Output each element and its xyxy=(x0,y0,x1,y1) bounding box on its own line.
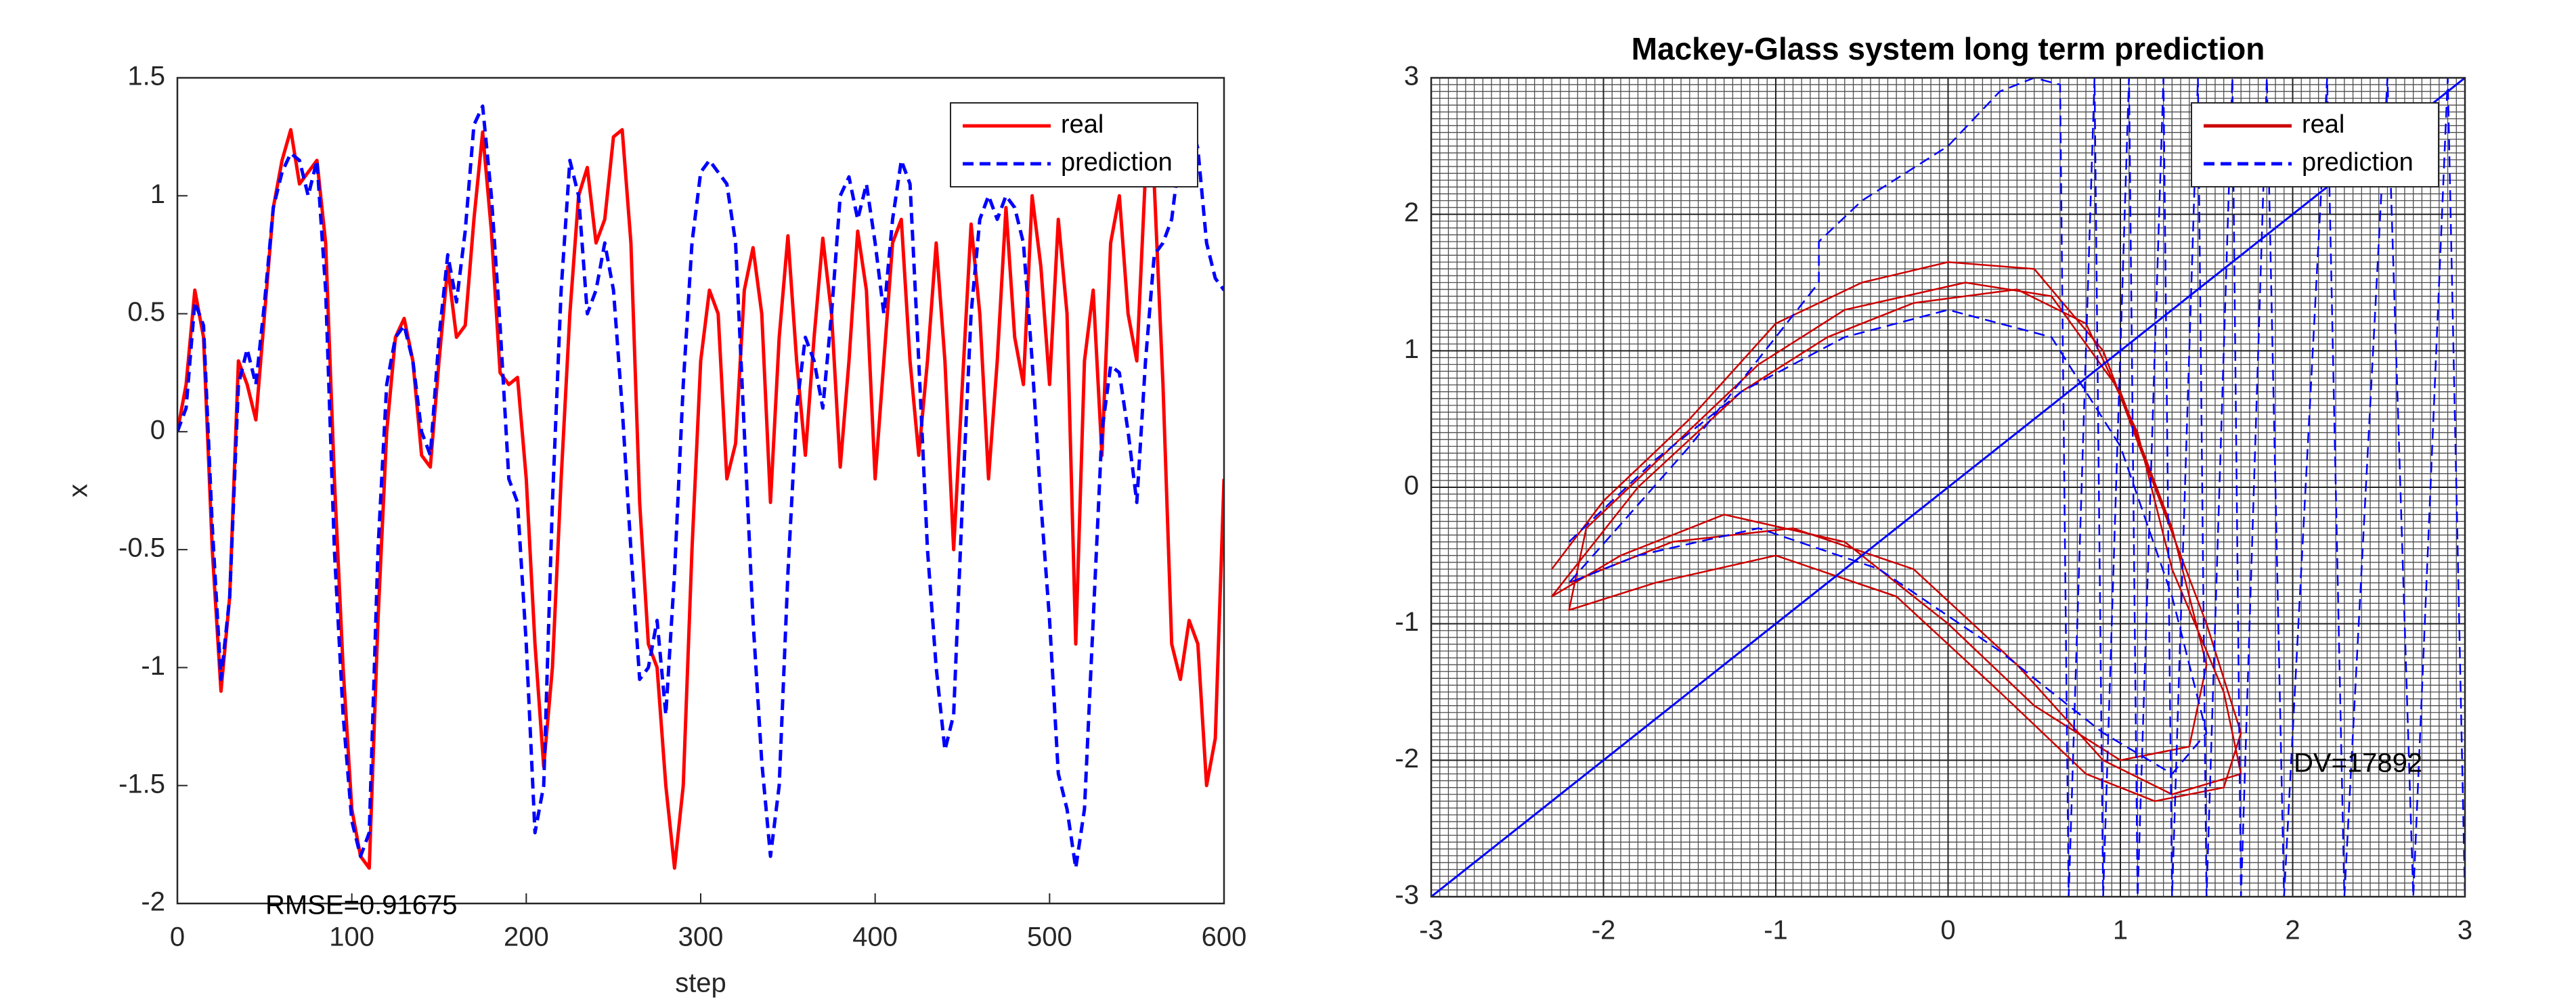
y-tick-label: 0 xyxy=(150,415,165,445)
x-tick-label: 0 xyxy=(1940,916,1955,945)
x-tick-label: 3 xyxy=(2458,916,2472,945)
x-tick-label: 0 xyxy=(170,922,185,952)
legend: real prediction xyxy=(2191,102,2439,187)
x-tick-label: 200 xyxy=(504,922,549,952)
x-tick-label: -3 xyxy=(1419,916,1443,945)
x-tick-label: 1 xyxy=(2113,916,2128,945)
legend-label: real xyxy=(2302,110,2344,139)
y-tick-label: 1.5 xyxy=(127,62,165,91)
y-tick-label: -1.5 xyxy=(118,769,165,799)
annotation: DV=17892 xyxy=(2294,749,2422,778)
series-line xyxy=(1550,261,2242,803)
y-tick-label: -1 xyxy=(141,651,165,681)
x-tick-label: 500 xyxy=(1027,922,1072,952)
y-tick-label: -2 xyxy=(141,887,165,917)
y-tick-label: -1 xyxy=(1395,607,1419,637)
y-tick-label: 1 xyxy=(150,179,165,209)
x-axis-label: step xyxy=(675,968,726,998)
y-tick-label: -0.5 xyxy=(118,533,165,563)
y-tick-label: 0 xyxy=(1404,471,1419,501)
x-tick-label: 300 xyxy=(678,922,724,952)
x-tick-label: 100 xyxy=(329,922,374,952)
y-axis-label: x xyxy=(64,484,93,497)
y-tick-label: -2 xyxy=(1395,744,1419,774)
legend: real prediction xyxy=(950,102,1198,187)
annotation: RMSE=0.91675 xyxy=(265,891,458,920)
x-tick-label: -1 xyxy=(1764,916,1788,945)
x-tick-label: 600 xyxy=(1202,922,1247,952)
x-tick-label: -2 xyxy=(1592,916,1616,945)
series-line xyxy=(177,128,1224,870)
legend-label: prediction xyxy=(2302,148,2414,177)
y-tick-label: 3 xyxy=(1404,62,1419,91)
axes-box xyxy=(176,76,1225,905)
y-tick-label: 1 xyxy=(1404,334,1419,364)
legend-box xyxy=(2191,102,2439,187)
y-tick-label: -3 xyxy=(1395,880,1419,910)
reference-line xyxy=(1431,78,2465,897)
legend-label: real xyxy=(1061,110,1104,139)
y-tick-label: 2 xyxy=(1404,198,1419,227)
x-tick-label: 400 xyxy=(852,922,898,952)
x-tick-label: 2 xyxy=(2285,916,2300,945)
y-tick-label: 0.5 xyxy=(127,297,165,327)
series-line xyxy=(177,104,1224,870)
legend-label: prediction xyxy=(1061,148,1173,177)
series-line xyxy=(1568,78,2465,897)
axes-box xyxy=(1430,76,2466,898)
plot-area xyxy=(177,104,1224,870)
legend-box xyxy=(950,102,1198,187)
chart-title: Mackey-Glass system long term prediction xyxy=(1632,31,2265,66)
